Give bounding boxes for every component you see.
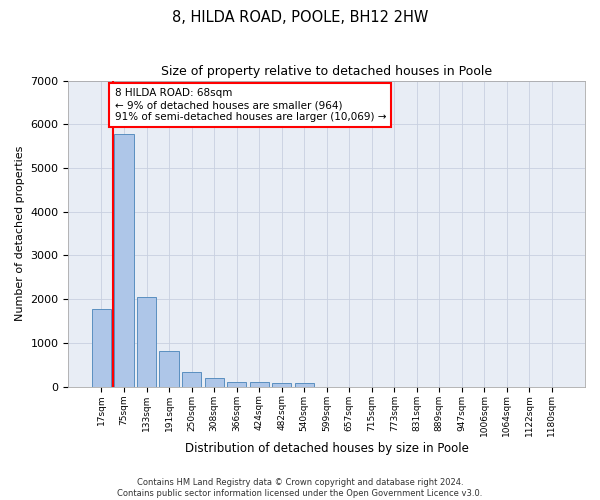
Bar	[250, 382, 269, 386]
Bar	[272, 382, 291, 386]
Text: 8, HILDA ROAD, POOLE, BH12 2HW: 8, HILDA ROAD, POOLE, BH12 2HW	[172, 10, 428, 25]
Bar	[295, 384, 314, 386]
Bar	[182, 372, 201, 386]
Bar	[137, 296, 156, 386]
Bar	[160, 352, 179, 386]
Bar	[92, 309, 111, 386]
Bar	[205, 378, 224, 386]
Bar	[227, 382, 246, 386]
X-axis label: Distribution of detached houses by size in Poole: Distribution of detached houses by size …	[185, 442, 469, 455]
Bar	[115, 134, 134, 386]
Text: Contains HM Land Registry data © Crown copyright and database right 2024.
Contai: Contains HM Land Registry data © Crown c…	[118, 478, 482, 498]
Y-axis label: Number of detached properties: Number of detached properties	[15, 146, 25, 322]
Title: Size of property relative to detached houses in Poole: Size of property relative to detached ho…	[161, 65, 492, 78]
Text: 8 HILDA ROAD: 68sqm
← 9% of detached houses are smaller (964)
91% of semi-detach: 8 HILDA ROAD: 68sqm ← 9% of detached hou…	[115, 88, 386, 122]
